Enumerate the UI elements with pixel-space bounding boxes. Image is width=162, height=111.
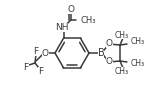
Text: B: B (98, 48, 104, 58)
Text: O: O (41, 49, 48, 57)
Text: CH₃: CH₃ (115, 66, 129, 75)
Text: O: O (105, 57, 112, 66)
Text: CH₃: CH₃ (131, 59, 145, 68)
Text: NH: NH (55, 23, 68, 32)
Text: F: F (23, 62, 29, 71)
Text: CH₃: CH₃ (81, 16, 96, 25)
Text: O: O (67, 5, 74, 14)
Text: O: O (105, 40, 112, 49)
Text: F: F (33, 48, 39, 56)
Text: F: F (38, 66, 44, 75)
Text: CH₃: CH₃ (115, 31, 129, 40)
Text: CH₃: CH₃ (131, 38, 145, 47)
